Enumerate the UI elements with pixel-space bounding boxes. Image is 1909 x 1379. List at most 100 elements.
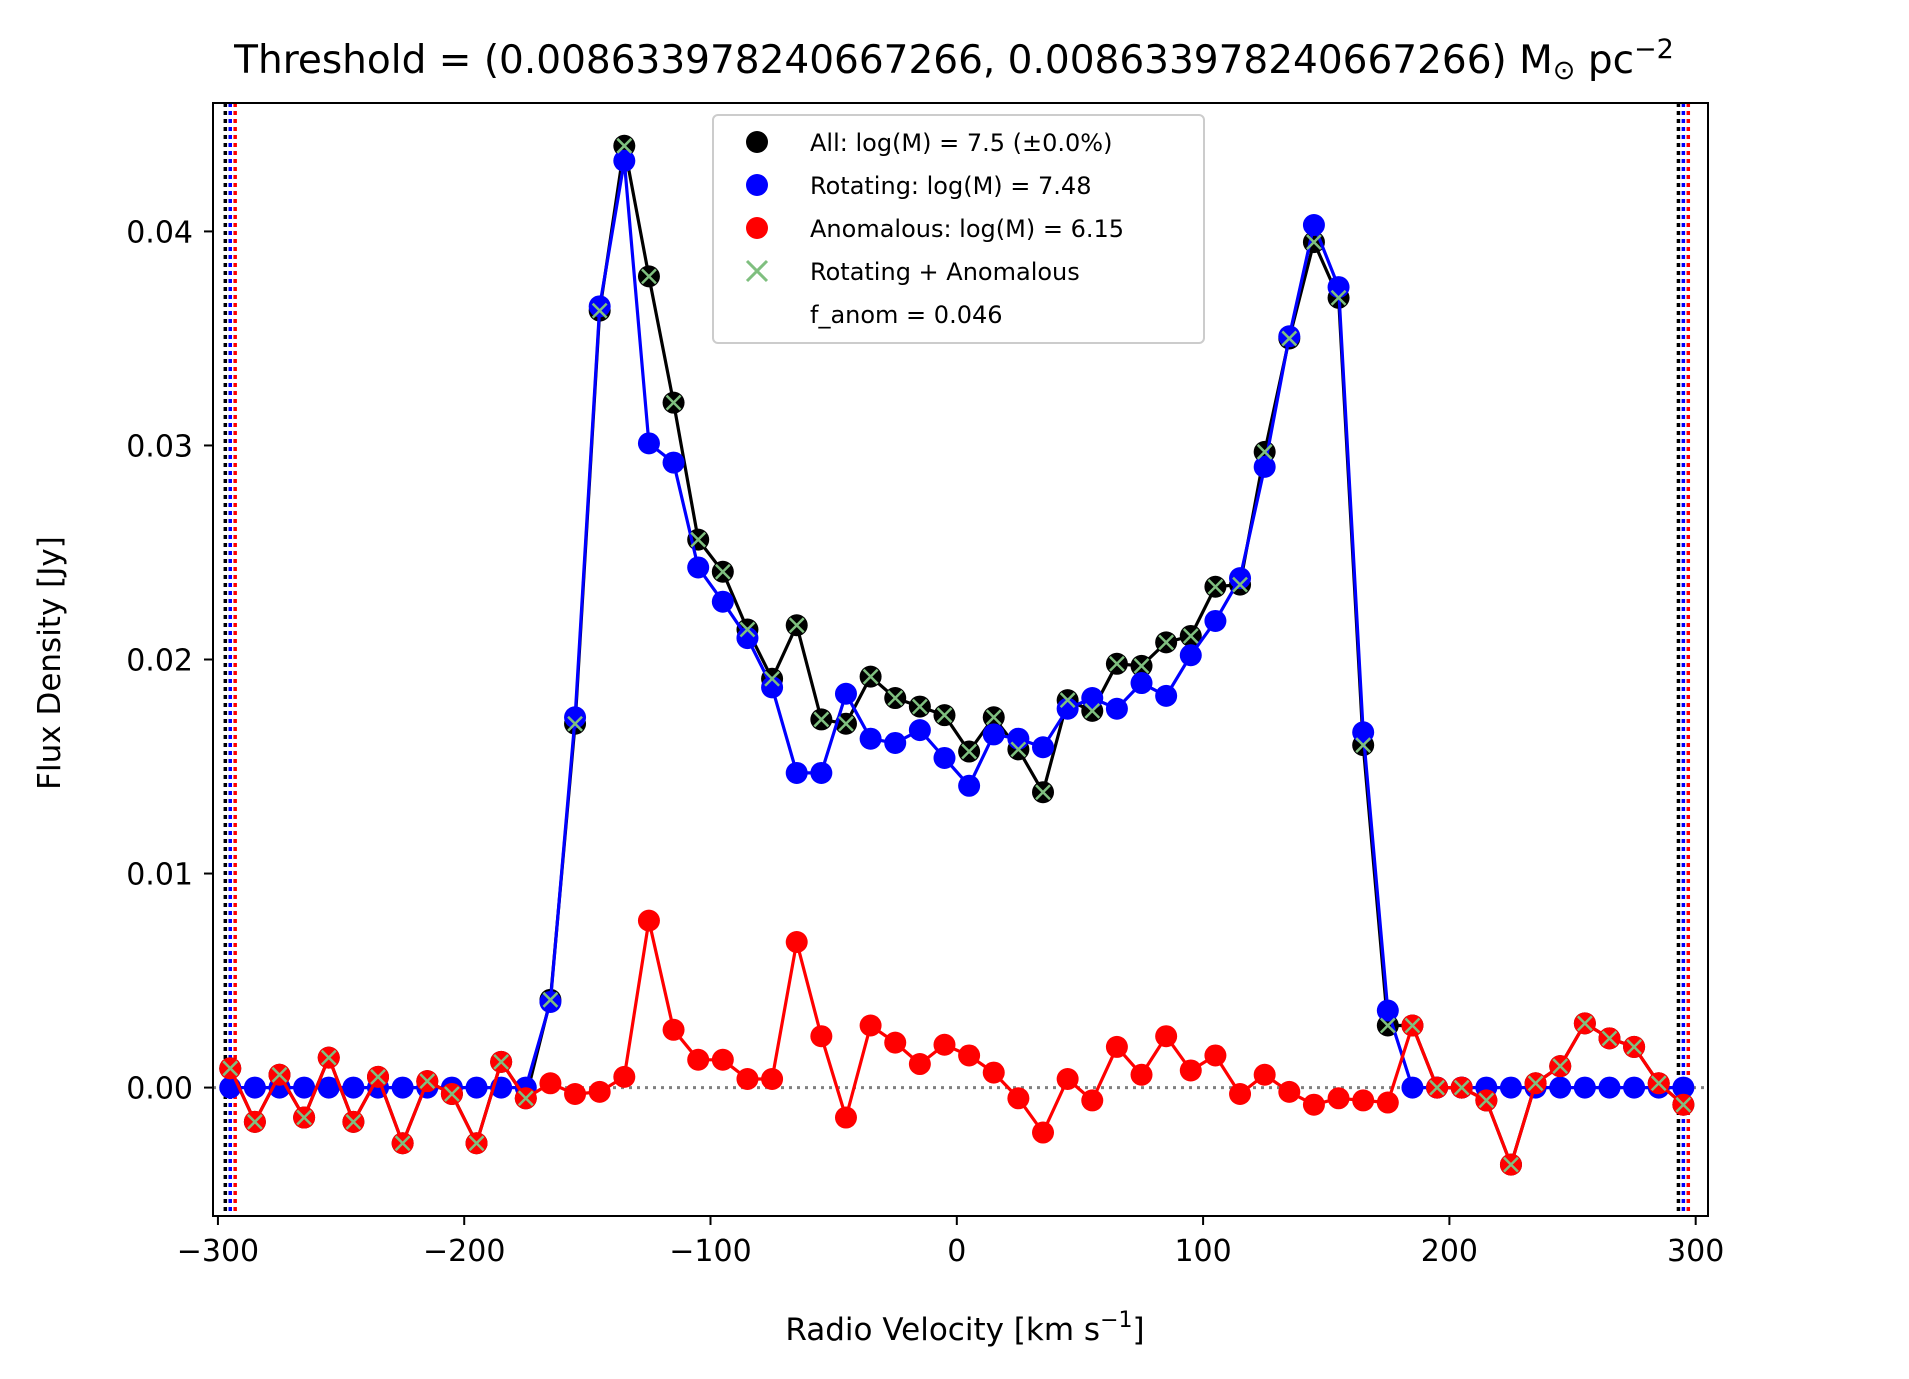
data-point-anomalous	[1229, 1082, 1252, 1105]
data-point-rotating	[859, 727, 882, 750]
data-point-rotating	[884, 731, 907, 754]
data-point-rotating-plus-anomalous	[838, 715, 854, 732]
data-point-rotating-plus-anomalous	[517, 1090, 534, 1107]
data-point-rotating	[1401, 1076, 1424, 1099]
data-point-rotating-plus-anomalous	[1133, 658, 1150, 674]
data-point-rotating	[391, 1076, 414, 1099]
data-point-rotating-plus-anomalous	[320, 1049, 337, 1066]
data-point-anomalous	[1007, 1087, 1030, 1110]
y-tick-label: 0.03	[126, 429, 193, 464]
data-point-rotating	[958, 774, 981, 797]
data-point-anomalous	[1032, 1121, 1055, 1144]
y-axis-title: Flux Density [Jy]	[32, 536, 68, 790]
data-point-rotating-plus-anomalous	[591, 302, 608, 319]
data-point-rotating-plus-anomalous	[1330, 289, 1347, 306]
data-point-rotating	[1081, 687, 1104, 710]
legend-marker-all	[746, 131, 768, 153]
x-axis-title-main: Radio Velocity [km s	[785, 1312, 1100, 1348]
data-point-rotating	[1598, 1076, 1621, 1099]
x-tick-label: −100	[669, 1234, 751, 1269]
legend-marker-rotating	[746, 174, 768, 196]
data-point-rotating	[613, 149, 636, 172]
legend-marker-rotating-plus-anomalous	[745, 259, 769, 283]
data-point-rotating-plus-anomalous	[1552, 1058, 1569, 1075]
x-tick-label: −300	[177, 1234, 259, 1269]
data-point-anomalous	[958, 1044, 981, 1067]
data-series-group	[219, 134, 1695, 1176]
data-point-rotating	[1032, 736, 1055, 759]
data-point-rotating	[810, 761, 833, 784]
data-point-rotating-plus-anomalous	[1084, 702, 1101, 719]
y-tick-label: 0.04	[126, 215, 193, 250]
data-point-rotating	[1302, 214, 1325, 237]
data-point-rotating	[1253, 455, 1276, 478]
data-point-rotating-plus-anomalous	[1182, 628, 1199, 644]
legend-label-anomalous: Anomalous: log(M) = 6.15	[810, 215, 1124, 243]
data-point-rotating	[1376, 999, 1399, 1022]
data-point-anomalous	[687, 1048, 710, 1071]
data-point-rotating-plus-anomalous	[1281, 330, 1298, 347]
data-point-rotating-plus-anomalous	[985, 709, 1002, 726]
data-point-rotating	[342, 1076, 365, 1099]
data-point-anomalous	[1352, 1089, 1375, 1112]
data-point-rotating-plus-anomalous	[1109, 655, 1125, 672]
data-point-rotating-plus-anomalous	[419, 1073, 436, 1090]
legend-note-f-anom: f_anom = 0.046	[810, 301, 1003, 329]
data-point-rotating-plus-anomalous	[493, 1054, 510, 1070]
data-point-anomalous	[1056, 1068, 1079, 1091]
data-point-rotating-plus-anomalous	[936, 707, 953, 724]
data-point-rotating	[761, 676, 784, 699]
legend-label-rotating-plus-anomalous: Rotating + Anomalous	[810, 258, 1080, 286]
data-point-rotating	[834, 682, 857, 705]
data-point-rotating	[1672, 1076, 1695, 1099]
data-point-rotating-plus-anomalous	[394, 1135, 411, 1152]
data-point-rotating-plus-anomalous	[714, 563, 731, 580]
data-point-rotating	[711, 590, 734, 613]
data-point-rotating-plus-anomalous	[1232, 576, 1248, 593]
data-point-rotating-plus-anomalous	[468, 1135, 485, 1152]
data-point-rotating-plus-anomalous	[542, 991, 559, 1008]
data-point-rotating	[637, 432, 660, 455]
data-point-anomalous	[1253, 1063, 1276, 1086]
data-point-anomalous	[1327, 1087, 1350, 1110]
legend-marker-anomalous	[746, 217, 768, 239]
data-point-anomalous	[884, 1031, 907, 1054]
data-point-anomalous	[1081, 1089, 1104, 1112]
data-point-rotating-plus-anomalous	[616, 137, 633, 154]
legend-label-all: All: log(M) = 7.5 (±0.0%)	[810, 129, 1112, 157]
data-point-anomalous	[1278, 1080, 1301, 1103]
x-axis-title-end: ]	[1133, 1312, 1145, 1348]
x-tick-label: 100	[1174, 1234, 1231, 1269]
data-point-anomalous	[933, 1033, 956, 1056]
data-point-rotating	[1623, 1076, 1646, 1099]
data-point-anomalous	[1130, 1063, 1153, 1086]
chart-title-sun-symbol: ⊙	[1553, 55, 1576, 86]
data-point-rotating-plus-anomalous	[271, 1066, 288, 1083]
data-point-anomalous	[1179, 1059, 1202, 1082]
data-point-rotating-plus-anomalous	[813, 711, 830, 728]
data-point-rotating-plus-anomalous	[961, 743, 978, 760]
data-point-rotating	[243, 1076, 266, 1099]
data-point-rotating-plus-anomalous	[665, 394, 682, 411]
data-point-rotating	[662, 451, 685, 474]
data-point-rotating-plus-anomalous	[222, 1060, 239, 1077]
data-point-rotating-plus-anomalous	[246, 1113, 263, 1130]
legend-label-rotating: Rotating: log(M) = 7.48	[810, 172, 1091, 200]
x-axis-title-exponent: −1	[1100, 1308, 1132, 1333]
data-point-rotating-plus-anomalous	[1527, 1075, 1544, 1092]
data-point-rotating-plus-anomalous	[1601, 1030, 1618, 1047]
data-point-rotating-plus-anomalous	[1675, 1096, 1692, 1113]
data-point-rotating-plus-anomalous	[1158, 634, 1175, 651]
data-point-rotating-plus-anomalous	[1207, 578, 1224, 595]
data-point-rotating	[1327, 276, 1350, 299]
data-point-rotating-plus-anomalous	[641, 268, 657, 285]
chart-title-unit: pc	[1575, 38, 1634, 83]
legend-box	[712, 114, 1205, 344]
data-point-rotating	[1056, 697, 1079, 720]
data-point-anomalous	[1155, 1025, 1178, 1048]
data-point-rotating-plus-anomalous	[1010, 741, 1027, 758]
data-point-rotating	[1204, 609, 1227, 632]
data-point-rotating-plus-anomalous	[1355, 737, 1372, 753]
data-point-anomalous	[859, 1014, 882, 1037]
